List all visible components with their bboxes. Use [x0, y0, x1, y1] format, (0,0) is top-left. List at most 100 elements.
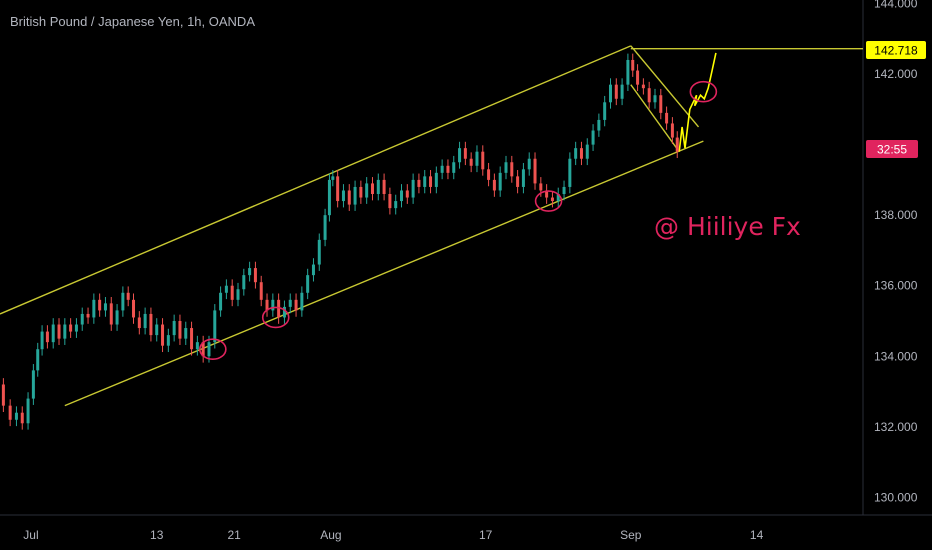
candle-body [98, 299, 102, 311]
candle-body [259, 282, 263, 300]
flag-top-line [630, 45, 700, 128]
candle-body [166, 335, 170, 346]
candle-body [236, 289, 240, 300]
y-tick-label: 130.000 [874, 490, 918, 504]
candle-body [469, 158, 473, 166]
candle-body [365, 183, 369, 198]
candle-body [137, 317, 141, 329]
candle-body [242, 275, 246, 290]
candle-body [74, 324, 78, 332]
candle-body [327, 179, 331, 216]
candle-body [434, 172, 438, 187]
candle-body [539, 183, 543, 191]
candle-body [641, 84, 645, 89]
candle-body [20, 412, 24, 424]
highlight-circle [534, 190, 563, 212]
candle-body [446, 165, 450, 173]
candle-body [504, 162, 508, 173]
candle-body [665, 112, 669, 124]
x-tick-label: 17 [479, 528, 493, 542]
flag-bottom-line [630, 84, 680, 153]
last-price-label: 142.718 [874, 44, 918, 58]
candle-body [121, 292, 125, 311]
candle-body [527, 158, 531, 170]
candle-body [498, 172, 502, 191]
y-tick-label: 132.000 [874, 420, 918, 434]
candle-body [300, 292, 304, 311]
y-tick-label: 138.000 [874, 208, 918, 222]
candle-body [653, 95, 657, 103]
highlight-circle [689, 80, 718, 103]
candle-body [452, 162, 456, 173]
highlight-circles-layer [199, 80, 718, 361]
candle-body [1, 384, 5, 406]
candle-body [481, 151, 485, 170]
candle-body [417, 179, 421, 187]
y-tick-label: 142.000 [874, 67, 918, 81]
candle-body [63, 324, 67, 339]
x-tick-label: 21 [227, 528, 241, 542]
price-axis[interactable]: 144.000142.000140.000138.000136.000134.0… [874, 0, 918, 504]
candle-body [347, 190, 351, 205]
candle-body [631, 59, 635, 71]
candle-body [458, 148, 462, 163]
candle-body [172, 320, 176, 336]
x-tick-label: 13 [150, 528, 164, 542]
candle-body [670, 123, 674, 138]
candle-body [271, 299, 275, 311]
candle-body [647, 88, 651, 103]
candle-body [36, 349, 40, 371]
candle-body [429, 176, 433, 187]
candle-body [184, 328, 188, 339]
candle-body [69, 324, 73, 332]
time-axis[interactable]: Jul 13 21 Aug 17 Sep 14 [23, 528, 763, 542]
candle-body [516, 176, 520, 187]
candle-body [487, 169, 491, 180]
candle-body [161, 324, 165, 346]
drawings-layer [0, 45, 863, 407]
channel-lower-line [64, 140, 704, 407]
y-tick-label: 134.000 [874, 349, 918, 363]
candle-body [626, 59, 630, 85]
candle-body [423, 176, 427, 187]
candle-body [579, 148, 583, 159]
candle-body [207, 342, 211, 357]
candle-body [405, 190, 409, 198]
candle-body [178, 320, 182, 339]
candle-body [149, 313, 153, 336]
highlight-circle [261, 306, 290, 329]
candle-body [394, 201, 398, 209]
candle-body [311, 264, 315, 276]
candle-body [492, 179, 496, 191]
candle-body [277, 299, 281, 318]
candle-body [521, 169, 525, 187]
x-tick-label: Jul [23, 528, 38, 542]
candle-body [636, 70, 640, 85]
candle-body [614, 84, 618, 99]
candle-body [323, 215, 327, 240]
candle-body [463, 148, 467, 159]
candle-body [155, 324, 159, 336]
candle-body [8, 405, 12, 420]
candle-body [620, 84, 624, 99]
highlight-circle [199, 338, 227, 361]
candle-body [253, 268, 257, 283]
candle-body [115, 310, 119, 325]
candle-body [603, 102, 607, 120]
candle-body [317, 239, 321, 265]
candle-body [219, 292, 223, 311]
candle-body [585, 144, 589, 159]
candle-body [213, 310, 217, 343]
candle-body [341, 190, 345, 202]
candle-body [132, 299, 136, 318]
candle-body [195, 342, 199, 350]
candle-body [545, 190, 549, 198]
candle-body [331, 176, 335, 180]
candle-body [51, 324, 55, 343]
candle-body [556, 194, 560, 202]
candle-body [336, 176, 340, 202]
candle-body [57, 324, 61, 339]
candle-body [40, 331, 44, 350]
